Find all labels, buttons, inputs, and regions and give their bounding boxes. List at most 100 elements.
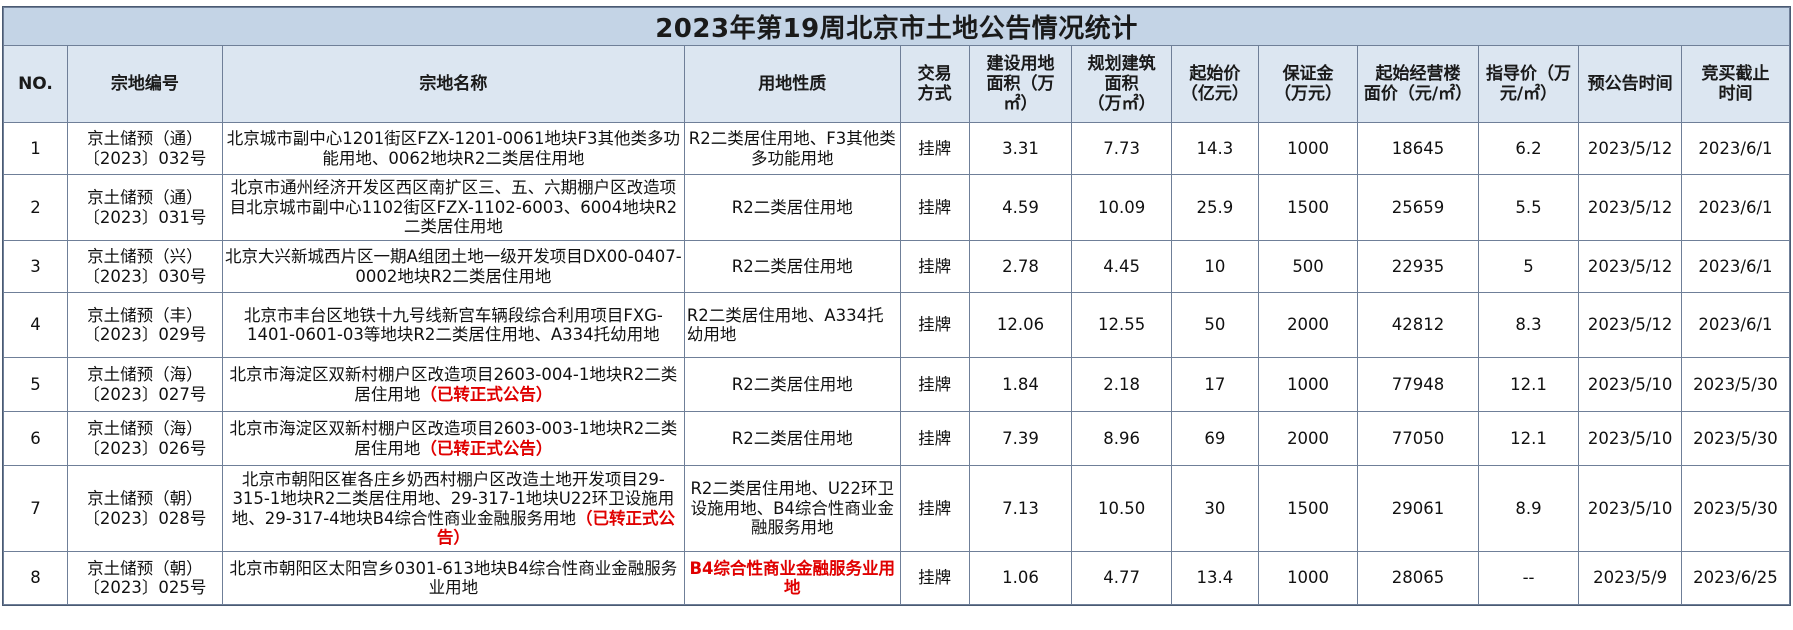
header-deadline-line: 竞买截止 [1701,64,1770,84]
cell-guide-price: -- [1477,551,1580,605]
cell-code: 京土储预（丰） 〔2023〕029号 [66,292,223,358]
cell-trade: 挂牌 [899,240,970,293]
header-area-line: ㎡） [1003,94,1038,114]
cell-trade: 挂牌 [899,411,970,466]
cell-build: 7.73 [1071,122,1172,175]
header-area-line: 建设用地 [986,54,1055,74]
table-row: 2 京土储预（通） 〔2023〕031号 北京市通州经济开发区西区南扩区三、五、六… [3,174,1791,241]
header-guide-price-line: 指导价（万 [1486,64,1572,84]
cell-name: 北京市海淀区双新村棚户区改造项目2603-003-1地块R2二类居住用地（已转正… [221,411,685,466]
cell-deadline: 2023/6/1 [1680,292,1791,358]
cell-deposit: 1000 [1257,357,1359,412]
cell-nature: R2二类居住用地、F3其他类多功能用地 [683,122,901,175]
cell-pre-time: 2023/5/12 [1578,122,1682,175]
header-trade-line: 方式 [917,84,952,104]
cell-name-text: 北京市朝阳区崔各庄乡奶西村棚户区改造土地开发项目29-315-1地块R2二类居住… [231,469,675,528]
cell-code-line: 京土储预（朝） [87,489,203,508]
cell-area: 12.06 [968,292,1073,358]
cell-area: 1.06 [968,551,1073,605]
cell-trade: 挂牌 [899,174,970,241]
cell-name: 北京大兴新城西片区一期A组团土地一级开发项目DX00-0407-0002地块R2… [221,240,685,293]
cell-area: 7.39 [968,411,1073,466]
cell-deposit: 1000 [1257,551,1359,605]
cell-name-text: 北京城市副中心1201街区FZX-1201-0061地块F3其他类多功能用地、0… [226,129,680,168]
cell-deposit: 500 [1257,240,1359,293]
cell-deposit: 1000 [1257,122,1359,175]
cell-no: 1 [3,122,68,175]
cell-deadline: 2023/5/30 [1680,411,1791,466]
cell-floor-price: 77050 [1357,411,1479,466]
cell-trade: 挂牌 [899,292,970,358]
header-build-line: 规划建筑 [1087,54,1156,74]
cell-name-text: 北京大兴新城西片区一期A组团土地一级开发项目DX00-0407-0002地块R2… [225,247,682,286]
cell-deadline: 2023/5/30 [1680,357,1791,412]
cell-name: 北京市通州经济开发区西区南扩区三、五、六期棚户区改造项目北京城市副中心1102街… [221,174,685,241]
header-nature: 用地性质 [683,45,901,123]
cell-nature: B4综合性商业金融服务业用地 [683,551,901,605]
cell-code-line: 京土储预（丰） [87,305,203,325]
header-code: 宗地编号 [66,45,223,123]
cell-code-line: 京土储预（海） [87,419,203,438]
cell-trade: 挂牌 [899,465,970,552]
cell-floor-price: 28065 [1357,551,1479,605]
cell-code: 京土储预（通） 〔2023〕031号 [66,174,223,241]
cell-area: 1.84 [968,357,1073,412]
table-title: 2023年第19周北京市土地公告情况统计 [3,7,1790,46]
cell-floor-price: 29061 [1357,465,1479,552]
cell-build: 10.50 [1071,465,1172,552]
cell-name-note: （已转正式公告） [420,438,553,458]
cell-code: 京土储预（海） 〔2023〕027号 [66,357,223,412]
cell-nature: R2二类居住用地 [683,411,901,466]
cell-area: 2.78 [968,240,1073,293]
cell-trade: 挂牌 [899,122,970,175]
header-area-line: 面积（万 [986,74,1055,94]
cell-deposit: 1500 [1257,174,1359,241]
cell-nature: R2二类居住用地 [683,357,901,412]
cell-floor-price: 22935 [1357,240,1479,293]
cell-start-price: 30 [1170,465,1259,552]
cell-guide-price: 5.5 [1477,174,1580,241]
cell-no: 8 [3,551,68,605]
header-trade-line: 交易 [917,64,952,84]
header-build-line: （万㎡） [1087,94,1156,114]
cell-name-text: 北京市丰台区地铁十九号线新宫车辆段综合利用项目FXG-1401-0601-03等… [243,305,663,345]
table-row: 1 京土储预（通） 〔2023〕032号 北京城市副中心1201街区FZX-120… [3,122,1791,175]
header-guide-price: 指导价（万 元/㎡） [1477,45,1580,123]
cell-code-line: 〔2023〕030号 [83,266,207,286]
cell-deadline: 2023/5/30 [1680,465,1791,552]
cell-pre-time: 2023/5/10 [1578,411,1682,466]
cell-name: 北京市丰台区地铁十九号线新宫车辆段综合利用项目FXG-1401-0601-03等… [221,292,685,358]
cell-code: 京土储预（兴） 〔2023〕030号 [66,240,223,293]
cell-name: 北京市朝阳区太阳宫乡0301-613地块B4综合性商业金融服务业用地 [221,551,685,605]
cell-no: 7 [3,465,68,552]
land-announcement-table: 2023年第19周北京市土地公告情况统计 NO. 宗地编号 宗地名称 用地性质 … [3,7,1791,605]
cell-guide-price: 8.9 [1477,465,1580,552]
cell-build: 10.09 [1071,174,1172,241]
table-row: 7 京土储预（朝） 〔2023〕028号 北京市朝阳区崔各庄乡奶西村棚户区改造土地… [3,465,1791,552]
cell-no: 3 [3,240,68,293]
header-trade: 交易 方式 [899,45,970,123]
cell-code-line: 京土储预（通） [87,188,203,207]
cell-code-line: 〔2023〕027号 [83,384,207,404]
header-floor-price-line: 面价（元/㎡） [1363,84,1473,104]
cell-floor-price: 25659 [1357,174,1479,241]
cell-no: 5 [3,357,68,412]
cell-code: 京土储预（朝） 〔2023〕025号 [66,551,223,605]
cell-start-price: 25.9 [1170,174,1259,241]
cell-build: 4.45 [1071,240,1172,293]
header-no: NO. [3,45,68,123]
table-row: 6 京土储预（海） 〔2023〕026号 北京市海淀区双新村棚户区改造项目2603… [3,411,1791,466]
cell-trade: 挂牌 [899,551,970,605]
cell-floor-price: 77948 [1357,357,1479,412]
cell-name: 北京市朝阳区崔各庄乡奶西村棚户区改造土地开发项目29-315-1地块R2二类居住… [221,465,685,552]
header-row: NO. 宗地编号 宗地名称 用地性质 交易 方式 建设用地 面积（万 ㎡） 规划建筑面… [3,45,1791,123]
cell-code-line: 京土储预（兴） [87,247,203,266]
cell-nature: R2二类居住用地、U22环卫设施用地、B4综合性商业金融服务用地 [683,465,901,552]
cell-name: 北京城市副中心1201街区FZX-1201-0061地块F3其他类多功能用地、0… [221,122,685,175]
cell-name-text: 北京市海淀区双新村棚户区改造项目2603-003-1地块R2二类居住用地 [229,419,678,458]
cell-no: 2 [3,174,68,241]
cell-name-text: 北京市海淀区双新村棚户区改造项目2603-004-1地块R2二类居住用地 [229,365,678,404]
cell-guide-price: 5 [1477,240,1580,293]
cell-pre-time: 2023/5/9 [1578,551,1682,605]
cell-pre-time: 2023/5/10 [1578,465,1682,552]
